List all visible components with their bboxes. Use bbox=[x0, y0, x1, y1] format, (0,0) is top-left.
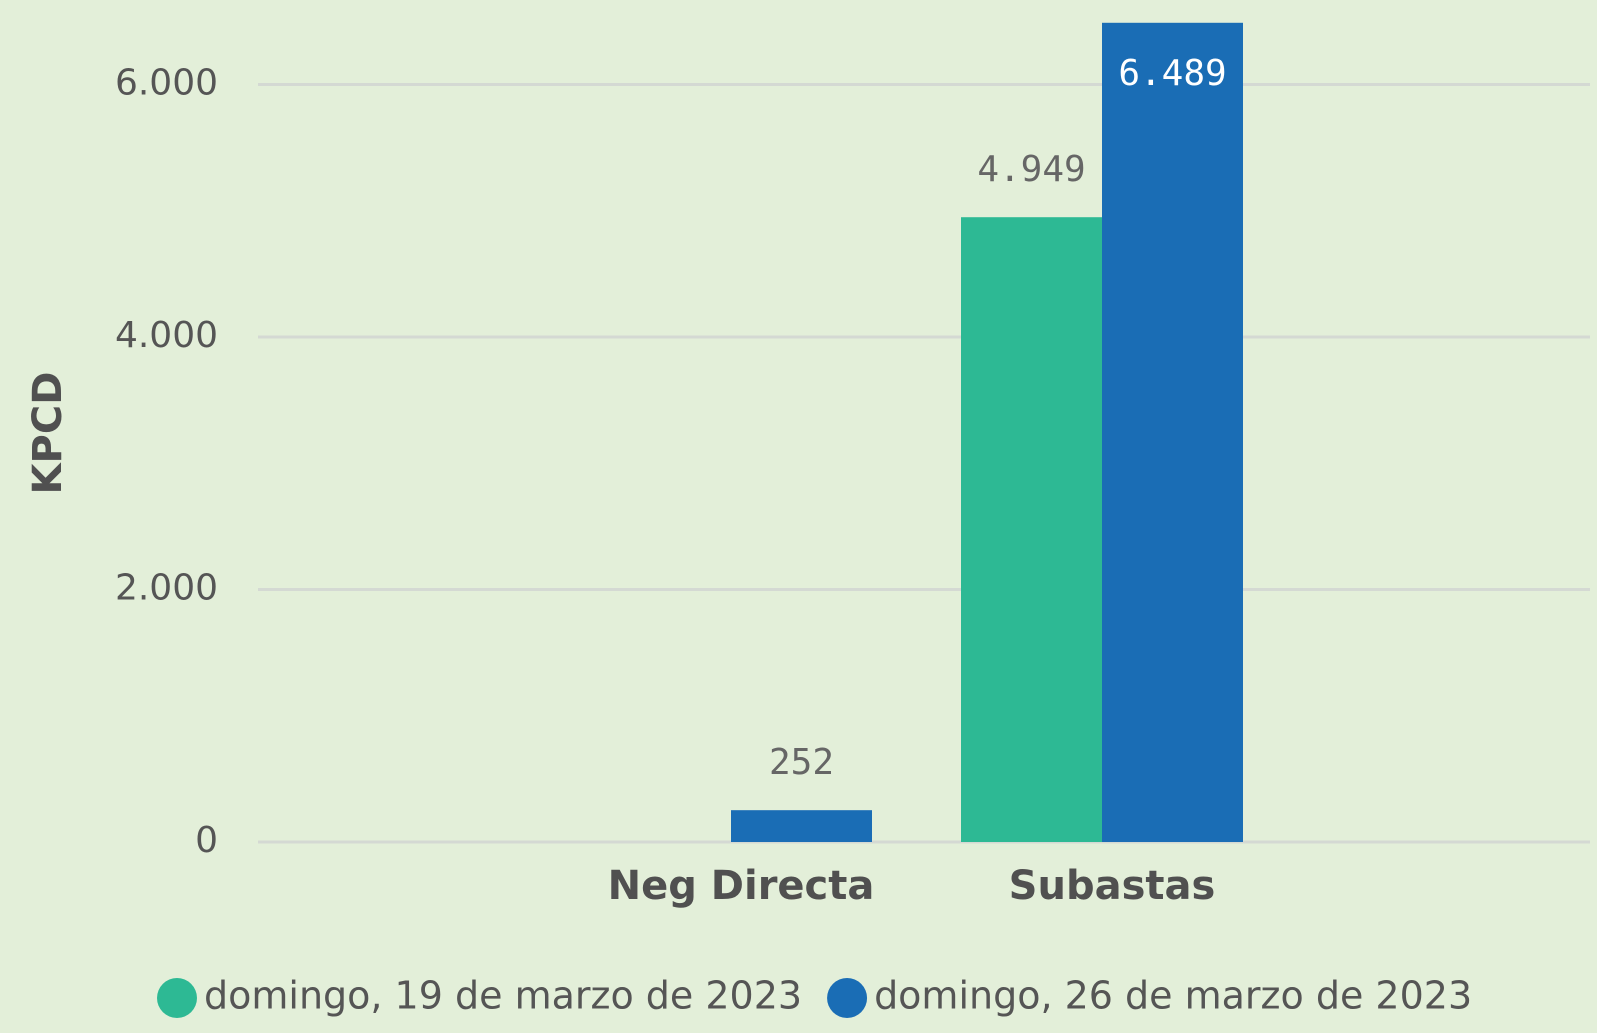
data-label: 4.949 bbox=[977, 149, 1085, 190]
legend-label: domingo, 19 de marzo de 2023 bbox=[204, 974, 802, 1018]
bar bbox=[731, 810, 872, 842]
bar bbox=[961, 217, 1102, 843]
x-tick-label: Subastas bbox=[1009, 863, 1216, 909]
legend-swatch bbox=[157, 978, 197, 1018]
y-tick-label: 2.000 bbox=[115, 568, 218, 609]
legend-label: domingo, 26 de marzo de 2023 bbox=[874, 974, 1472, 1018]
y-axis-title: KPCD bbox=[25, 372, 71, 495]
y-tick-label: 0 bbox=[195, 820, 218, 861]
y-tick-label: 6.000 bbox=[115, 63, 218, 104]
bar bbox=[1102, 22, 1243, 843]
data-label: 252 bbox=[769, 742, 834, 783]
y-tick-label: 4.000 bbox=[115, 315, 218, 356]
data-label: 6.489 bbox=[1118, 53, 1226, 94]
x-tick-label: Neg Directa bbox=[608, 863, 875, 909]
legend-swatch bbox=[827, 978, 868, 1018]
